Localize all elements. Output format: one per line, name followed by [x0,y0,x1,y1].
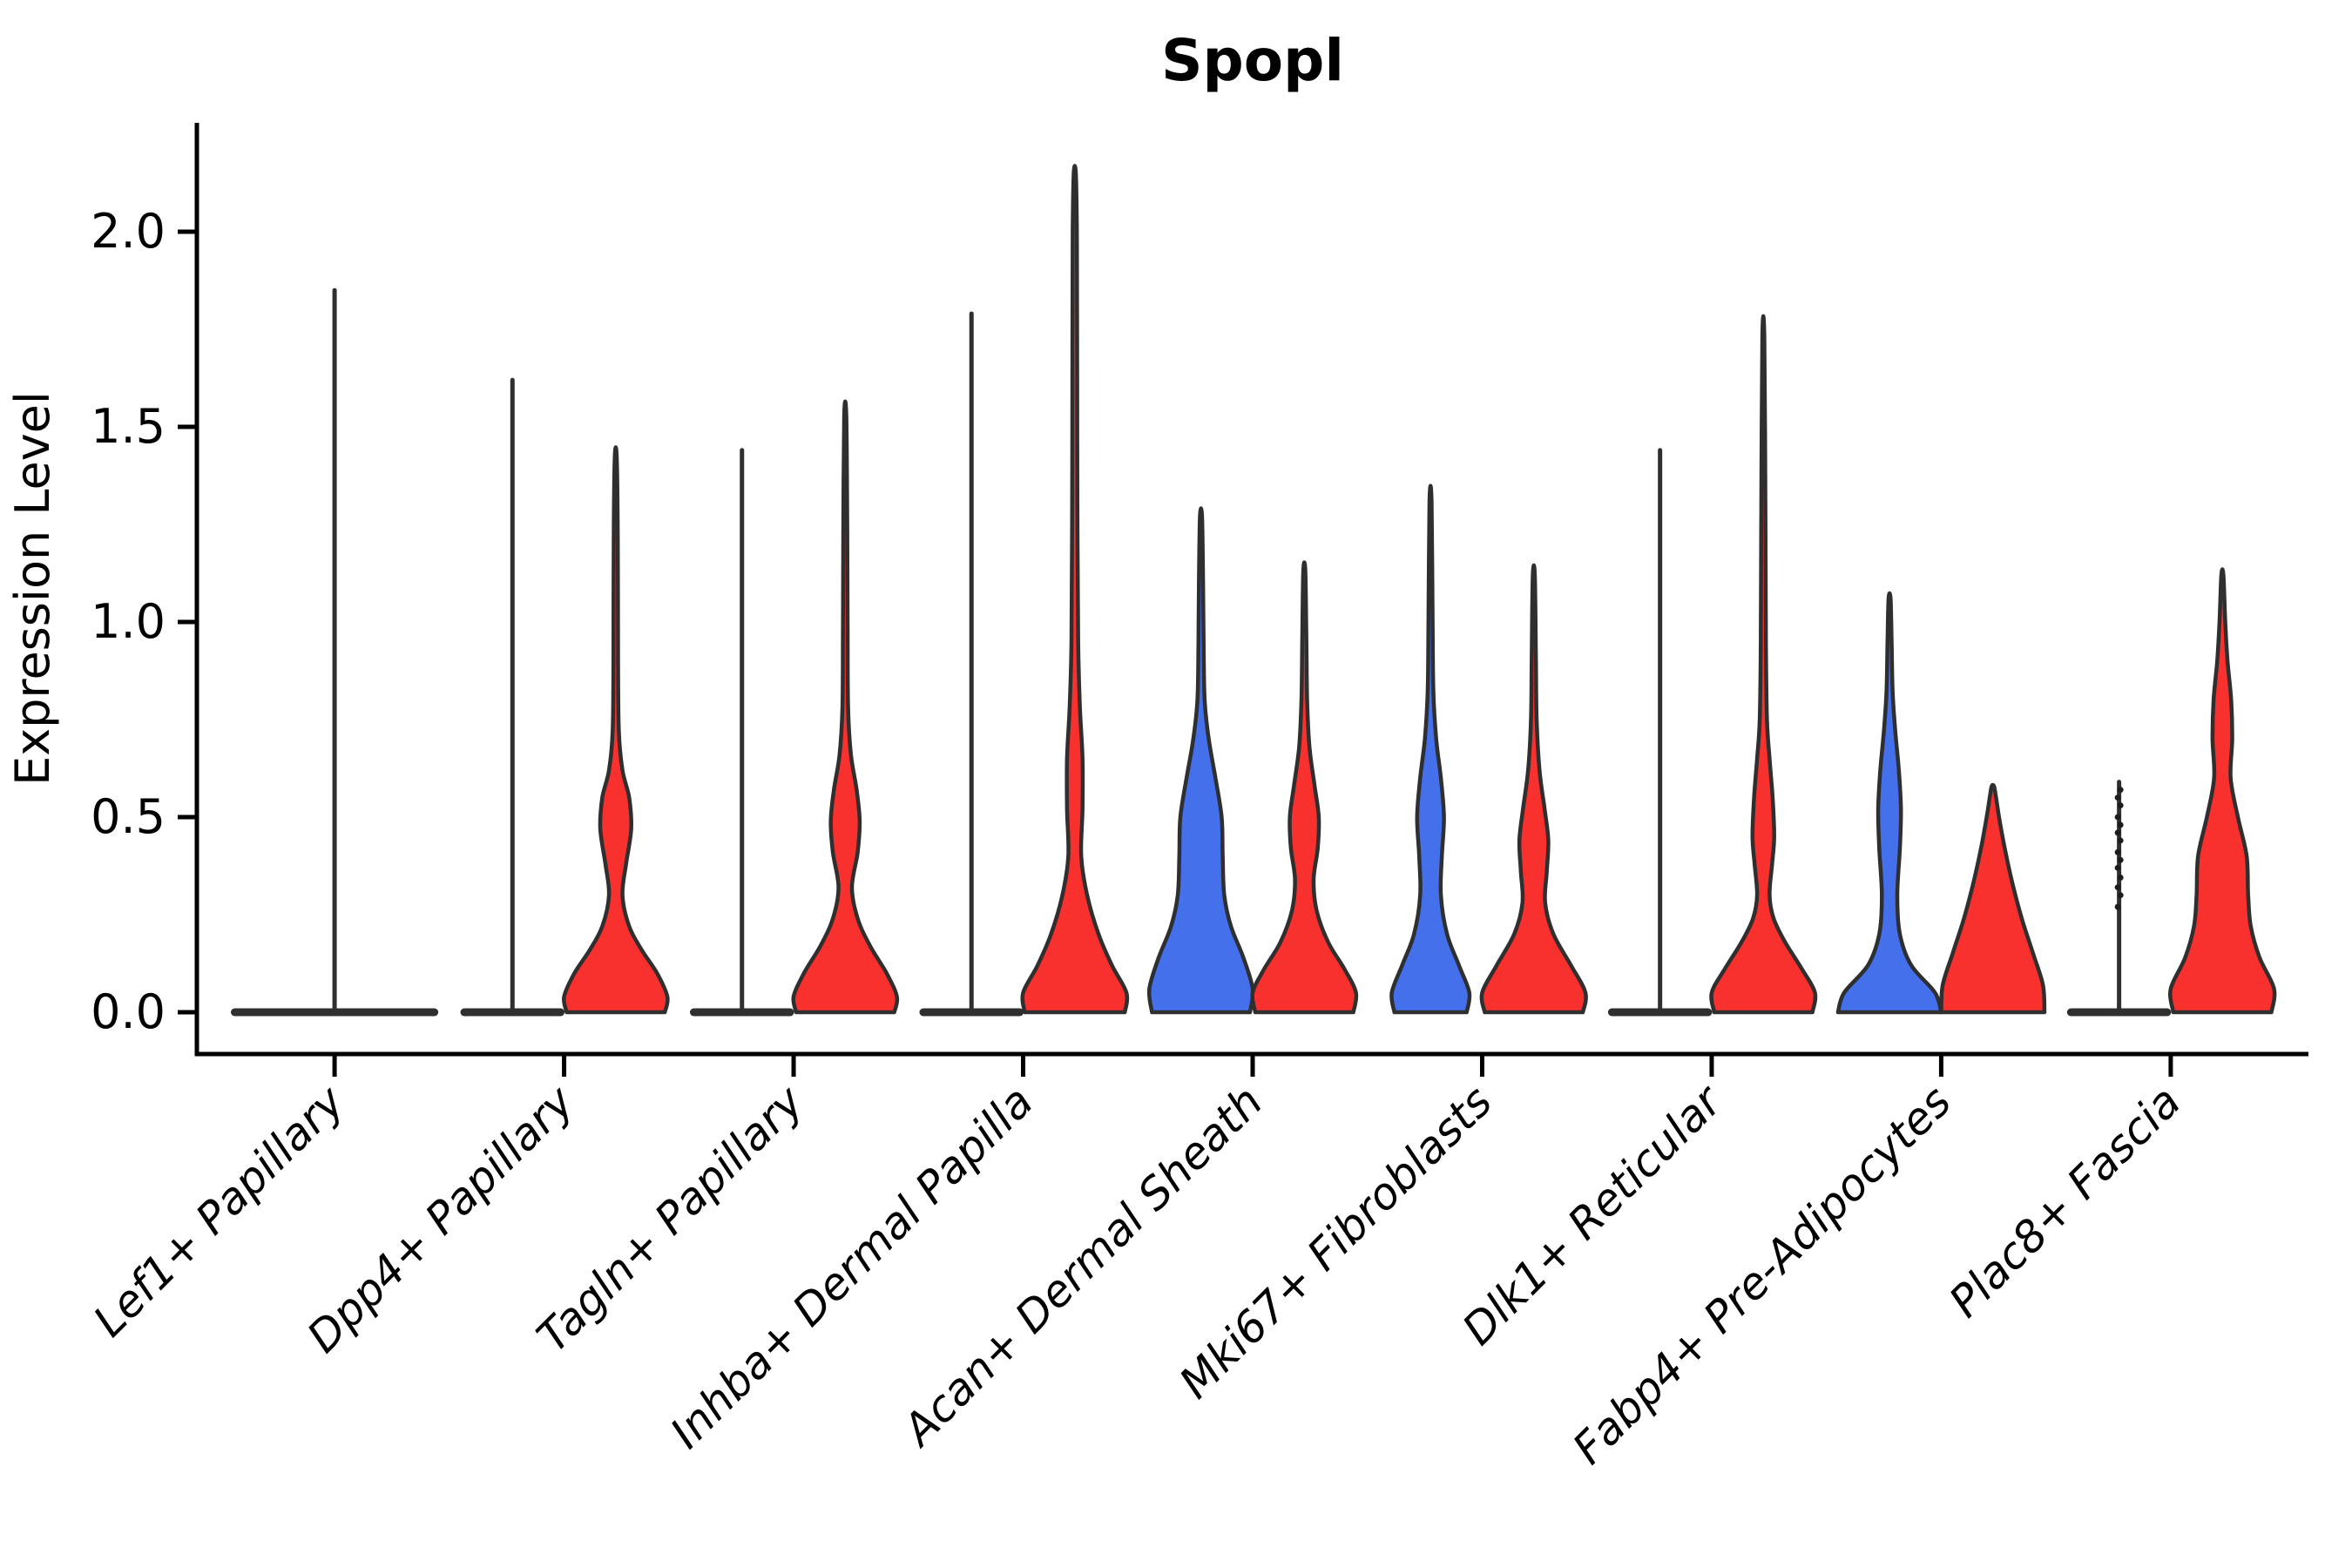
violin-9-blue-point [2117,875,2124,881]
violin-8-blue [1835,591,1943,1015]
violins-layer [231,164,2277,1017]
violin-9-blue-point [2117,856,2124,863]
x-tick-label: Fabp4+ Pre-Adipocytes [1563,1076,1961,1474]
violin-9-blue-point [2114,864,2121,871]
x-tick-label: Inhba+ Dermal Papilla [661,1076,1043,1457]
violin-9-red [2168,567,2277,1015]
violin-9-blue-point [2114,884,2121,891]
y-tick-label: 0.5 [91,789,166,844]
violin-2-red [562,445,670,1015]
violin-6-blue [1389,483,1472,1015]
violin-6-red [1479,563,1588,1015]
violin-9-blue-point [2114,794,2121,801]
violin-9-blue-point [2114,829,2121,836]
violin-9-blue-point [2114,814,2121,821]
chart-title: Spopl [1161,27,1344,94]
violin-5-blue [1146,506,1255,1015]
x-tick-label: Plac8+ Fascia [1939,1076,2190,1327]
y-tick-label: 1.0 [91,594,166,649]
violin-9-blue-point [2114,903,2121,910]
violin-9-blue-point [2117,821,2124,828]
violin-8-red [1939,782,2047,1015]
x-tick-label: Lef1+ Papillary [84,1075,355,1346]
y-tick-label: 1.5 [91,399,166,454]
violin-4-red [1020,164,1130,1015]
violin-5-red [1250,560,1359,1015]
violin-3-red [791,399,900,1015]
violin-9-blue-point [2117,892,2124,898]
violin-9-blue-point [2117,837,2124,844]
y-tick-label: 0.0 [91,984,166,1039]
violin-9-blue-point [2114,848,2121,855]
y-axis-label: Expression Level [5,391,60,786]
violin-9-blue-point [2117,802,2124,808]
violin-9-blue-point [2117,787,2124,794]
y-tick-label: 2.0 [91,204,166,259]
violin-7-red [1709,314,1818,1015]
